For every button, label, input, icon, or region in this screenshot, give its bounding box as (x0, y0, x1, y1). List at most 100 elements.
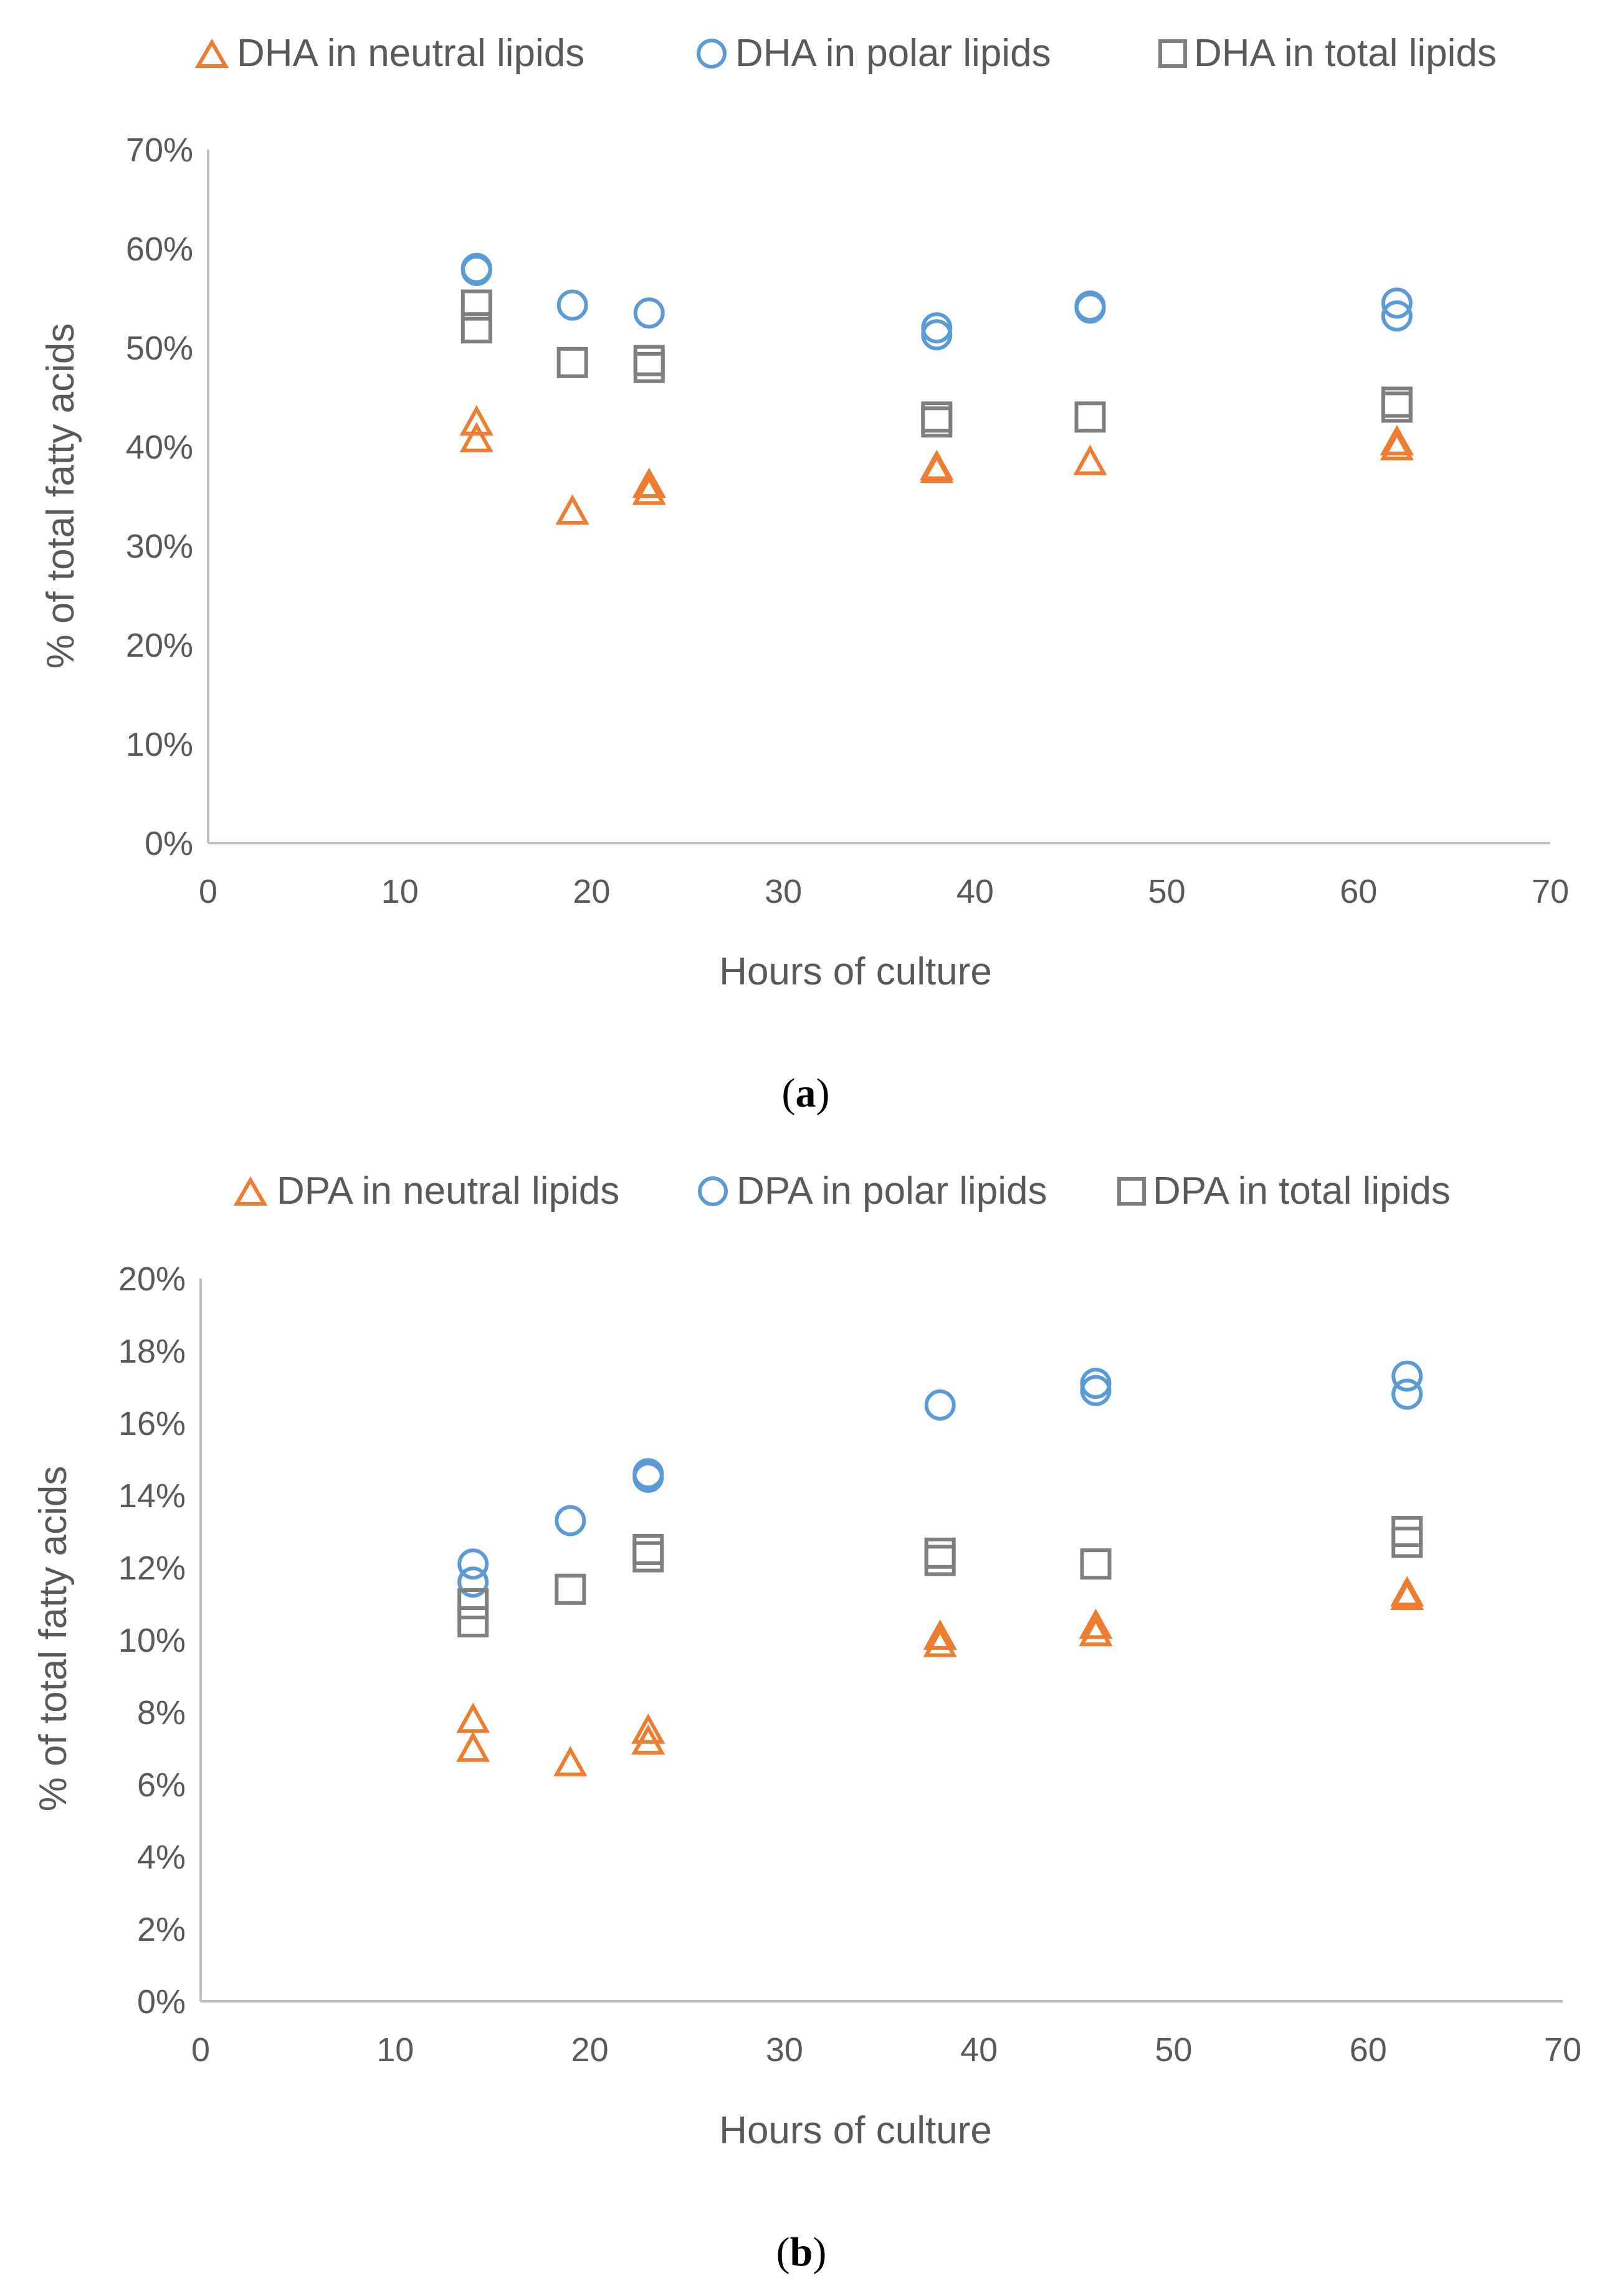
chart-b-triangle-point[interactable] (456, 1702, 490, 1733)
chart-a-circle-point[interactable] (460, 254, 492, 286)
chart-b-square-point[interactable] (457, 1606, 489, 1637)
chart-a-legend-polar-label: DHA in polar lipids (735, 32, 1051, 75)
chart-b-legend-neutral[interactable]: DPA in neutral lipids (233, 1169, 619, 1212)
chart-b-x-tick-label: 60 (1350, 2031, 1387, 2069)
chart-a-square-point[interactable] (556, 346, 588, 378)
chart-b-square-point[interactable] (1080, 1548, 1112, 1580)
chart-b-legend-polar-label: DPA in polar lipids (737, 1169, 1047, 1212)
chart-b-circle-point[interactable] (1391, 1360, 1423, 1392)
chart-b-series-polar (457, 1360, 1423, 1598)
chart-a-y-tick-labels: 0% 10% 20% 30% 40% 50% 60% 70% (126, 131, 193, 862)
chart-a-legend: DHA in neutral lipids DHA in polar lipid… (194, 32, 1497, 75)
chart-b-y-tick-label: 16% (118, 1405, 186, 1442)
chart-b-circle-point[interactable] (457, 1566, 489, 1598)
chart-b-legend-triangle-icon (233, 1176, 268, 1206)
chart-a-triangle-point[interactable] (1073, 444, 1107, 475)
chart-a-legend-total[interactable]: DHA in total lipids (1158, 32, 1497, 75)
chart-b-square-point[interactable] (1391, 1516, 1423, 1547)
chart-b-square-point[interactable] (632, 1534, 664, 1565)
chart-a-y-axis-title: % of total fatty acids (39, 323, 82, 669)
chart-b-y-tick-label: 4% (137, 1839, 186, 1876)
chart-a-legend-polar[interactable]: DHA in polar lipids (697, 32, 1051, 75)
chart-b-y-tick-label: 20% (118, 1260, 186, 1298)
chart-b-square-point[interactable] (457, 1588, 489, 1619)
chart-a-y-tick-label: 40% (126, 429, 193, 466)
chart-a-circle-point[interactable] (1074, 290, 1106, 322)
chart-a-legend-square-icon (1158, 39, 1187, 68)
chart-a-triangle-point[interactable] (459, 422, 494, 452)
chart-a-circle-point[interactable] (633, 297, 665, 329)
chart-b-series-total (457, 1516, 1423, 1637)
chart-b-y-tick-label: 2% (137, 1911, 186, 1948)
chart-a-x-tick-label: 10 (381, 873, 419, 910)
chart-b-triangle-point[interactable] (1079, 1616, 1113, 1647)
chart-b-square-point[interactable] (1391, 1527, 1423, 1558)
chart-a-y-tick-label: 70% (126, 131, 193, 169)
chart-a-circle-point[interactable] (921, 312, 953, 344)
chart-b-circle-point[interactable] (555, 1505, 586, 1536)
chart-b-legend-circle-icon (698, 1176, 728, 1206)
chart-a-triangle-point[interactable] (632, 474, 666, 505)
chart-b-circle-point[interactable] (632, 1458, 664, 1490)
chart-a-triangle-point[interactable] (632, 467, 666, 498)
chart-b-y-tick-label: 18% (118, 1333, 186, 1370)
chart-a-square-point[interactable] (1074, 401, 1106, 433)
chart-b-square-point[interactable] (924, 1537, 956, 1569)
chart-a-series-polar (460, 252, 1413, 351)
chart-b-x-axis-title: Hours of culture (719, 2109, 992, 2152)
chart-b-legend-total[interactable]: DPA in total lipids (1117, 1169, 1451, 1212)
chart-b-x-tick-labels: 0 10 20 30 40 50 60 70 (191, 2031, 1581, 2069)
chart-b-triangle-point[interactable] (1079, 1608, 1113, 1639)
chart-b-triangle-point[interactable] (456, 1731, 490, 1762)
chart-a-legend-neutral[interactable]: DHA in neutral lipids (194, 32, 584, 75)
chart-a-triangle-point[interactable] (1380, 424, 1414, 455)
chart-b-circle-point[interactable] (1080, 1368, 1112, 1399)
chart-b-x-tick-label: 50 (1155, 2031, 1192, 2069)
chart-a-series-total (460, 289, 1413, 438)
chart-b-x-tick-label: 70 (1544, 2031, 1581, 2069)
chart-a-square-point[interactable] (1381, 386, 1413, 418)
chart-a-legend-neutral-label: DHA in neutral lipids (237, 32, 584, 75)
chart-b-triangle-point[interactable] (631, 1713, 665, 1744)
chart-b-circle-point[interactable] (1391, 1378, 1423, 1410)
chart-b-square-point[interactable] (924, 1545, 956, 1576)
chart-a-y-tick-label: 30% (126, 528, 193, 565)
chart-a-circle-point[interactable] (1381, 300, 1413, 332)
chart-b-triangle-point[interactable] (553, 1746, 588, 1776)
chart-a-legend-total-label: DHA in total lipids (1194, 32, 1497, 75)
chart-b-y-tick-label: 14% (118, 1477, 186, 1515)
chart-b-circle-point[interactable] (924, 1389, 956, 1421)
chart-b-y-tick-label: 12% (118, 1550, 186, 1587)
chart-a-triangle-point[interactable] (1380, 429, 1414, 460)
chart-b-series-neutral (456, 1576, 1424, 1776)
chart-a-x-tick-labels: 0 10 20 30 40 50 60 70 (199, 873, 1569, 910)
chart-a-triangle-point[interactable] (459, 405, 494, 436)
chart-b-triangle-point[interactable] (923, 1626, 957, 1657)
chart-b-data-marks (456, 1360, 1424, 1776)
chart-a-circle-point[interactable] (556, 289, 588, 321)
chart-b-y-tick-label: 10% (118, 1622, 186, 1659)
chart-a-square-point[interactable] (460, 312, 492, 344)
chart-a-square-point[interactable] (633, 345, 665, 376)
chart-b-caption-letter: b (790, 2229, 813, 2275)
chart-a-legend-circle-icon (697, 39, 727, 69)
chart-a-y-tick-label: 50% (126, 330, 193, 367)
chart-b-triangle-point[interactable] (923, 1619, 957, 1650)
chart-a-square-point[interactable] (921, 401, 953, 433)
chart-a-y-tick-label: 20% (126, 627, 193, 664)
chart-a-triangle-point[interactable] (555, 494, 589, 525)
chart-b-square-point[interactable] (555, 1573, 586, 1605)
chart-a-circle-point[interactable] (1381, 287, 1413, 319)
chart-b-circle-point[interactable] (457, 1548, 489, 1580)
chart-b-square-point[interactable] (632, 1541, 664, 1573)
chart-a-caption: (a) (782, 1070, 830, 1116)
chart-a-square-point[interactable] (633, 351, 665, 383)
chart-b-legend-polar[interactable]: DPA in polar lipids (698, 1169, 1047, 1212)
chart-b-legend-total-label: DPA in total lipids (1153, 1169, 1451, 1212)
chart-a-x-tick-label: 40 (956, 873, 994, 910)
chart-a-x-tick-label: 60 (1340, 873, 1377, 910)
chart-b-x-tick-label: 10 (376, 2031, 414, 2069)
chart-a-triangle-point[interactable] (920, 449, 954, 480)
chart-b-triangle-point[interactable] (1390, 1576, 1424, 1607)
chart-a-square-point[interactable] (460, 289, 492, 321)
